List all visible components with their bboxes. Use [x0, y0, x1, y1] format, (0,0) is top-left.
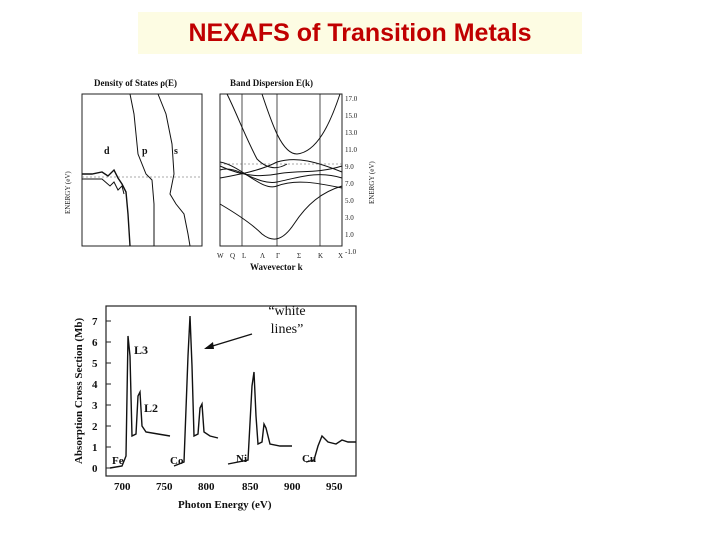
k-point: Γ [276, 252, 280, 260]
edge-label-L2: L2 [144, 401, 158, 415]
energy-tick: -1.0 [345, 248, 357, 256]
energy-tick: 13.0 [345, 129, 358, 137]
dos-d-peak [82, 178, 125, 195]
band-curve-6 [226, 93, 288, 169]
ni-spectrum [227, 371, 292, 465]
element-cu: Cu [302, 453, 316, 465]
k-point: X [338, 252, 343, 260]
element-ni: Ni [236, 453, 247, 465]
k-point: Q [230, 252, 235, 260]
y-tick: 7 [92, 316, 98, 328]
x-tick: 900 [284, 481, 301, 493]
y-tick: 4 [92, 379, 98, 391]
energy-tick: 9.0 [345, 163, 354, 171]
x-axis-label: Photon Energy (eV) [178, 499, 272, 511]
dos-energy-label: ENERGY (eV) [64, 171, 72, 214]
orbital-s: s [174, 146, 178, 157]
plot-frame [105, 305, 357, 477]
k-point-labels: W Q L Λ Γ Σ K X [217, 252, 343, 260]
title-banner: NEXAFS of Transition Metals [138, 12, 582, 54]
energy-tick: 1.0 [345, 231, 354, 239]
y-tick: 0 [92, 463, 98, 475]
element-co: Co [170, 455, 184, 467]
cu-spectrum [305, 434, 356, 463]
k-point: Λ [260, 252, 265, 260]
y-tick-marks [106, 320, 111, 469]
annotation-line-2: lines” [270, 322, 304, 337]
white-lines-annotation: “white lines” [252, 303, 322, 339]
energy-tick: 17.0 [345, 95, 358, 103]
band-curve-5 [219, 161, 343, 189]
wavevector-label: Wavevector k [250, 262, 303, 272]
dos-p-curve [129, 93, 155, 246]
k-point: W [217, 252, 224, 260]
energy-tick: 15.0 [345, 112, 358, 120]
energy-tick: 5.0 [345, 197, 354, 205]
y-tick: 1 [92, 442, 98, 454]
energy-tick-labels: 17.0 15.0 13.0 11.0 9.0 7.0 5.0 3.0 1.0 … [345, 95, 358, 256]
energy-tick: 11.0 [345, 146, 357, 154]
co-spectrum [173, 315, 219, 467]
fe-spectrum [109, 335, 171, 469]
dos-frame [81, 93, 203, 247]
band-structure-figure: Density of States ρ(E) Band Dispersion E… [62, 74, 380, 274]
y-tick: 6 [92, 337, 98, 349]
y-tick: 2 [92, 421, 98, 433]
x-tick: 800 [198, 481, 215, 493]
x-tick: 950 [326, 481, 343, 493]
band-curve-7 [261, 93, 341, 155]
orbital-d: d [104, 146, 110, 157]
element-fe: Fe [112, 455, 124, 467]
k-point: Σ [297, 252, 301, 260]
page-title: NEXAFS of Transition Metals [188, 18, 532, 47]
band-title: Band Dispersion E(k) [230, 78, 313, 88]
dos-d-curve [82, 168, 131, 247]
band-curve-3 [219, 168, 343, 183]
y-tick: 5 [92, 358, 98, 370]
absorption-spectra-figure: Absorption Cross Section (Mb) 0 1 2 3 4 … [66, 296, 376, 518]
arrow-head [204, 342, 214, 349]
x-tick: 700 [114, 481, 131, 493]
band-curve-4 [219, 159, 343, 179]
energy-tick: 3.0 [345, 214, 354, 222]
dos-title: Density of States ρ(E) [94, 78, 177, 88]
energy-tick: 7.0 [345, 180, 354, 188]
y-axis-label: Absorption Cross Section (Mb) [73, 317, 85, 464]
y-tick: 3 [92, 400, 98, 412]
k-point: K [318, 252, 323, 260]
band-energy-label: ENERGY (eV) [368, 161, 376, 204]
dos-s-curve [157, 93, 191, 247]
annotation-line-1: “white [268, 304, 306, 319]
x-tick: 850 [242, 481, 259, 493]
x-tick-labels: 700 750 800 850 900 950 [114, 481, 343, 493]
orbital-p: p [142, 146, 148, 157]
k-point: L [242, 252, 246, 260]
band-curve-1 [219, 185, 343, 240]
x-tick: 750 [156, 481, 173, 493]
white-line-arrow [205, 333, 253, 349]
edge-label-L3: L3 [134, 343, 148, 357]
band-curve-2 [219, 165, 343, 177]
y-tick-labels: 0 1 2 3 4 5 6 7 [92, 316, 98, 475]
